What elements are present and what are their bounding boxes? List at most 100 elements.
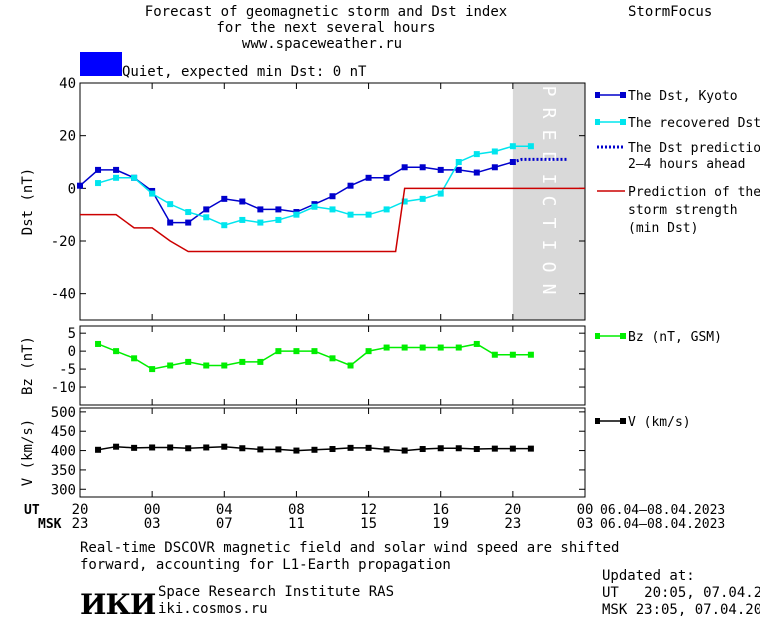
prediction-letter: D — [538, 152, 559, 163]
prediction-letter: I — [538, 174, 559, 185]
ut-tick-label: 00 — [577, 502, 594, 518]
data-point — [221, 443, 228, 450]
ut-tick-label: 12 — [360, 502, 377, 518]
y-tick-label: 0 — [68, 181, 76, 197]
msk-axis-label: MSK — [38, 517, 62, 532]
data-point — [473, 169, 480, 176]
data-point — [527, 351, 534, 358]
data-point — [437, 344, 444, 351]
series-line — [97, 145, 531, 226]
prediction-letter: T — [538, 218, 559, 229]
chart-title-line2: for the next several hours — [216, 20, 436, 36]
data-point — [167, 362, 174, 369]
data-point — [185, 219, 192, 226]
y-tick-label: -40 — [51, 287, 76, 303]
data-point — [401, 164, 408, 171]
prediction-letter: I — [538, 240, 559, 251]
data-point — [203, 362, 210, 369]
legend-label: The Dst, Kyoto — [628, 89, 738, 104]
legend-label: Bz (nT, GSM) — [628, 330, 722, 345]
data-point — [239, 198, 246, 205]
y-tick-label: 450 — [51, 424, 76, 440]
data-point — [419, 344, 426, 351]
data-point — [347, 444, 354, 451]
data-point — [239, 216, 246, 223]
website-link[interactable]: www.spaceweather.ru — [241, 36, 403, 52]
legend-marker — [595, 92, 600, 98]
footnote-line1: Real-time DSCOVR magnetic field and sola… — [80, 540, 620, 556]
data-point — [257, 219, 264, 226]
data-point — [257, 446, 264, 453]
y-tick-label: 500 — [51, 405, 76, 421]
data-point — [95, 446, 102, 453]
data-point — [383, 344, 390, 351]
data-point — [221, 222, 228, 229]
data-point — [203, 444, 210, 451]
data-point — [491, 164, 498, 171]
legend-marker — [620, 333, 626, 339]
ut-tick-label: 20 — [72, 502, 89, 518]
prediction-letter: E — [538, 130, 559, 141]
legend-marker — [620, 92, 626, 98]
prediction-letter: O — [538, 262, 559, 273]
data-point — [221, 362, 228, 369]
data-point — [131, 444, 138, 451]
msk-tick-label: 07 — [216, 516, 233, 532]
updated-label: Updated at: — [602, 568, 695, 584]
ut-axis-label: UT — [24, 503, 40, 518]
data-point — [365, 174, 372, 181]
panel-frame — [79, 325, 586, 406]
data-point — [275, 216, 282, 223]
data-point — [149, 366, 156, 373]
y-tick-label: -20 — [51, 234, 76, 250]
y-tick-label: 20 — [59, 129, 76, 145]
data-point — [329, 206, 336, 213]
y-tick-label: 0 — [68, 344, 76, 360]
updated-msk: MSK 23:05, 07.04.2023 — [602, 602, 760, 618]
y-axis-label: Dst (nT) — [20, 168, 36, 235]
series-line — [80, 187, 585, 253]
msk-tick-label: 15 — [360, 516, 377, 532]
data-point — [275, 206, 282, 213]
legend-marker — [595, 418, 600, 424]
ut-tick-label: 04 — [216, 502, 233, 518]
data-point — [203, 206, 210, 213]
prediction-letter: P — [538, 86, 559, 97]
data-point — [203, 214, 210, 221]
data-point — [455, 445, 462, 452]
data-point — [401, 344, 408, 351]
data-point — [383, 206, 390, 213]
data-point — [167, 201, 174, 208]
data-point — [401, 198, 408, 205]
data-point — [491, 445, 498, 452]
data-point — [221, 195, 228, 202]
data-point — [113, 174, 120, 181]
data-point — [257, 206, 264, 213]
data-point — [77, 182, 83, 189]
ut-tick-label: 00 — [144, 502, 161, 518]
institute-url[interactable]: iki.cosmos.ru — [158, 601, 268, 617]
data-point — [275, 446, 282, 453]
y-tick-label: -5 — [59, 362, 76, 378]
data-point — [491, 148, 498, 155]
data-point — [419, 164, 426, 171]
legend-label: Prediction of the — [628, 185, 760, 200]
data-point — [419, 195, 426, 202]
y-tick-label: 350 — [51, 463, 76, 479]
data-point — [419, 446, 426, 453]
legend-label: (min Dst) — [628, 221, 698, 236]
data-point — [239, 445, 246, 452]
data-point — [311, 203, 318, 210]
data-point — [311, 348, 318, 355]
data-point — [185, 209, 192, 216]
data-point — [149, 444, 156, 451]
data-point — [185, 358, 192, 365]
legend-label: The Dst prediction — [628, 141, 760, 156]
msk-tick-label: 03 — [144, 516, 161, 532]
data-point — [509, 143, 516, 150]
data-point — [293, 211, 300, 218]
panel-frame — [79, 407, 586, 498]
data-point — [365, 211, 372, 218]
legend-marker — [595, 119, 600, 125]
